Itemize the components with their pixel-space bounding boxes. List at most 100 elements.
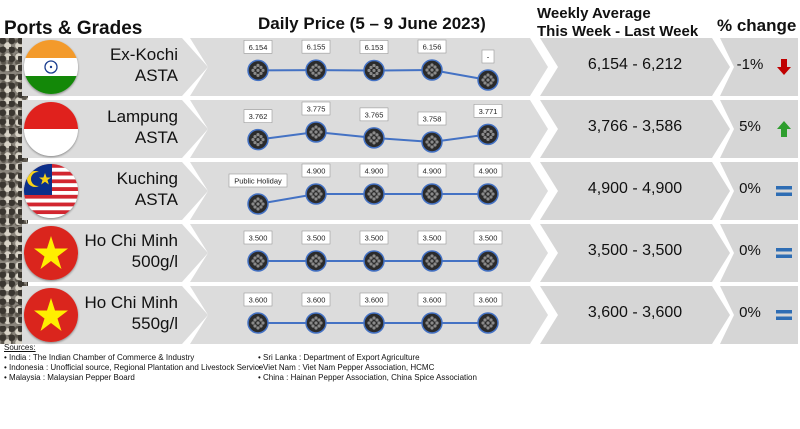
price-point (363, 127, 385, 149)
weekly-average-value: 4,900 - 4,900 (587, 180, 683, 197)
data-label: 6.154 (249, 43, 268, 52)
data-label-box (301, 292, 331, 307)
data-label-box (417, 39, 447, 54)
source-item: • Malaysia : Malaysian Pepper Board (4, 373, 135, 382)
data-label-box (243, 40, 273, 54)
price-point (477, 312, 499, 334)
data-label-box (417, 230, 447, 245)
percent-change-value: 0% (739, 180, 761, 197)
port-name: Lampung ASTA (107, 106, 178, 148)
average-band (540, 224, 730, 282)
average-band (540, 100, 730, 158)
data-label: 6.153 (365, 43, 384, 52)
data-label: 3.758 (423, 115, 442, 124)
data-label-box (228, 173, 288, 188)
port-row: Kuching ASTA 4,900 - 4,900 0% Public Hol… (22, 162, 798, 220)
port-name-line1: Kuching (116, 169, 178, 188)
price-point (305, 183, 327, 205)
data-label: 3.600 (249, 296, 268, 305)
data-label: 4.900 (479, 167, 498, 176)
data-label: 3.771 (479, 107, 498, 116)
port-name-line1: Lampung (107, 107, 178, 126)
data-label-box (301, 39, 331, 54)
equal-icon (774, 181, 794, 201)
data-label: 3.600 (307, 296, 326, 305)
data-label: 3.500 (249, 234, 268, 243)
price-point (247, 312, 269, 334)
price-point (247, 128, 269, 151)
data-label-box (417, 111, 447, 126)
data-label-box (301, 101, 331, 116)
data-label-box (301, 230, 331, 245)
weekly-average-header: Weekly Average (537, 5, 651, 22)
daily-price-chart: 6.154 6.155 6.153 6.156 - (243, 39, 499, 91)
port-row: Lampung ASTA 3,766 - 3,586 5% 3.762 3.775… (22, 100, 798, 158)
data-label: 3.600 (479, 296, 498, 305)
data-label-box (473, 104, 503, 118)
percent-change-value: 0% (739, 304, 761, 321)
vietnam-flag (24, 226, 78, 280)
data-label: 4.900 (423, 167, 442, 176)
port-grade: 500g/l (131, 252, 178, 271)
data-label-box (473, 292, 503, 307)
data-label-box (417, 292, 447, 307)
down-arrow-icon (774, 57, 794, 77)
data-label: 3.500 (365, 234, 384, 243)
port-grade: 550g/l (131, 314, 178, 333)
source-item: • China : Hainan Pepper Association, Chi… (258, 373, 477, 382)
percent-change-value: 0% (739, 242, 761, 259)
price-point (305, 121, 327, 143)
port-name: Ho Chi Minh 550g/l (84, 292, 178, 334)
price-point (305, 312, 327, 334)
port-name: Ho Chi Minh 500g/l (84, 230, 178, 272)
price-point (363, 183, 385, 205)
data-label-box (243, 230, 273, 245)
data-label: 3.600 (423, 296, 442, 305)
weekly-average-subheader: This Week - Last Week (537, 23, 699, 40)
daily-price-header: Daily Price (5 – 9 June 2023) (258, 14, 486, 33)
indonesia-flag (24, 102, 78, 156)
data-label: - (487, 53, 490, 62)
average-band (540, 38, 730, 96)
port-grade: ASTA (134, 128, 178, 147)
price-point (363, 250, 385, 272)
price-point (421, 131, 443, 153)
weekly-average-value: 6,154 - 6,212 (587, 56, 683, 73)
percent-change-value: 5% (739, 118, 761, 135)
price-point (247, 250, 269, 272)
data-label-box (481, 49, 495, 64)
weekly-average-value: 3,600 - 3,600 (587, 304, 683, 321)
daily-price-chart: Public Holiday 4.900 4.900 4.900 4.900 (228, 163, 503, 215)
source-item: • Viet Nam : Viet Nam Pepper Association… (258, 363, 435, 372)
data-label-box (359, 292, 389, 307)
data-label: 3.500 (307, 234, 326, 243)
port-row: Ho Chi Minh 550g/l 3,600 - 3,600 0% 3.60… (22, 286, 798, 344)
price-point (477, 123, 499, 146)
data-label-box (473, 163, 503, 178)
average-band (540, 162, 730, 220)
data-label: 3.765 (365, 110, 384, 119)
price-point (421, 59, 443, 81)
price-point (421, 250, 443, 272)
daily-price-chart: 3.762 3.775 3.765 3.758 3.771 (243, 101, 503, 153)
data-label: 3.600 (365, 296, 384, 305)
sources-title: Sources: (4, 343, 36, 352)
port-name: Kuching ASTA (117, 168, 178, 210)
vietnam-flag (24, 288, 78, 342)
data-label-box (243, 109, 273, 123)
port-name: Ex-Kochi ASTA (110, 44, 178, 86)
data-label-box (359, 230, 389, 245)
price-point (477, 183, 499, 205)
sources-note: Sources: • India : The Indian Chamber of… (4, 343, 564, 382)
average-band (540, 286, 730, 344)
data-label: 3.500 (479, 234, 498, 243)
data-label: 3.500 (423, 234, 442, 243)
data-label: Public Holiday (234, 177, 282, 186)
source-item: • Sri Lanka : Department of Export Agric… (258, 353, 420, 362)
up-arrow-icon (774, 119, 794, 139)
port-name-line1: Ho Chi Minh (84, 231, 178, 250)
port-name-line1: Ho Chi Minh (84, 293, 178, 312)
malaysia-flag (24, 164, 78, 218)
weekly-average-value: 3,500 - 3,500 (587, 242, 683, 259)
price-point (421, 312, 443, 334)
